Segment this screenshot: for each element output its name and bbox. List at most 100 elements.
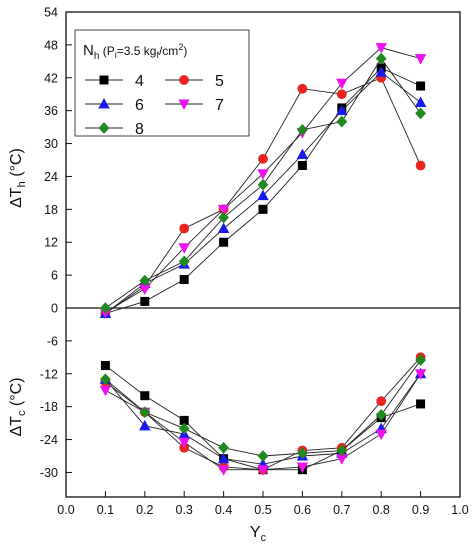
y-tick-label: 30 — [44, 137, 58, 151]
data-point-hot — [336, 104, 348, 116]
x-tick-label: 1.0 — [451, 503, 468, 517]
data-point-hot — [178, 243, 190, 254]
legend-marker — [99, 75, 109, 85]
y-axis-title-bottom: ΔTc (°C) — [8, 377, 28, 436]
data-point-cold — [99, 373, 111, 386]
x-axis-title: Yc — [250, 524, 267, 544]
data-point-hot — [297, 160, 307, 170]
data-point-hot — [257, 178, 269, 191]
legend-title-sub3: f — [156, 50, 159, 60]
data-point-hot — [416, 81, 426, 91]
data-point-hot — [139, 274, 151, 287]
data-point-cold — [257, 450, 269, 462]
legend-label: 6 — [135, 97, 144, 114]
data-point-hot — [178, 255, 190, 268]
data-point-hot — [217, 222, 230, 234]
y-tick-label: -30 — [40, 466, 58, 480]
data-point-cold — [100, 361, 110, 371]
data-point-hot — [375, 52, 387, 65]
legend-item-7: 7 — [165, 97, 224, 114]
y-tick-label: -6 — [47, 334, 58, 348]
x-tick-label: 0.7 — [333, 503, 350, 517]
data-point-cold — [376, 396, 387, 407]
y-tick-label: -12 — [40, 367, 58, 381]
x-tick-label: 0.9 — [412, 503, 429, 517]
data-point-cold — [140, 391, 150, 401]
data-point-hot — [99, 302, 111, 314]
data-point-cold — [178, 437, 190, 449]
y-tick-label: -18 — [40, 400, 58, 414]
x-tick-label: 0.5 — [254, 503, 271, 517]
y-tick-label: 12 — [44, 236, 58, 250]
legend: Nh (Pi=3.5 kgf/cm2) 4 5 6 7 8 — [74, 29, 250, 138]
legend-item-5: 5 — [165, 73, 224, 90]
data-point-hot — [218, 211, 230, 224]
data-point-hot — [414, 54, 427, 65]
data-point-cold — [416, 399, 426, 409]
y-axis-title-top-unit: (°C) — [8, 148, 25, 181]
y-tick-label: 6 — [51, 269, 58, 283]
x-tick-label: 0.2 — [136, 503, 153, 517]
data-point-cold — [139, 406, 151, 418]
series-layer — [99, 43, 427, 476]
data-point-hot — [297, 83, 308, 94]
y-axis-title-bottom-sub: c — [16, 410, 28, 416]
data-point-cold — [257, 465, 269, 476]
y-tick-label: 54 — [44, 6, 58, 20]
legend-title-rest: (P — [99, 44, 114, 58]
data-point-cold — [217, 465, 230, 476]
legend-item-6: 6 — [85, 97, 144, 114]
legend-marker — [98, 122, 110, 134]
legend-item-4: 4 — [85, 73, 144, 90]
legend-marker — [98, 97, 110, 109]
y-tick-label: 48 — [44, 38, 58, 52]
y-axis-title-top: ΔTh (°C) — [8, 148, 28, 208]
data-point-hot — [414, 96, 427, 107]
data-point-cold — [178, 422, 190, 435]
data-point-hot — [296, 148, 309, 160]
y-tick-label: 36 — [44, 104, 58, 118]
y-axis-title-bottom-unit: (°C) — [8, 377, 25, 410]
axis-ticks: 0.0 0.1 0.2 0.3 0.4 0.5 0.6 0.7 0.8 0.9 1.05448423… — [40, 6, 469, 518]
data-point-hot — [179, 223, 190, 234]
legend-title-end: ) — [183, 44, 187, 58]
data-point-hot — [140, 296, 150, 306]
data-point-cold — [336, 444, 348, 457]
data-point-hot — [257, 169, 269, 180]
legend-label: 7 — [215, 97, 224, 114]
legend-title-rest3: /cm — [159, 44, 178, 58]
y-axis-title-top-sub: h — [16, 181, 28, 187]
data-point-hot — [217, 204, 230, 216]
x-axis-title-main: Y — [250, 524, 261, 541]
data-point-cold — [414, 369, 427, 380]
y-tick-label: -24 — [40, 433, 58, 447]
data-point-cold — [415, 354, 427, 366]
data-point-hot — [415, 107, 427, 120]
x-tick-label: 0.1 — [97, 503, 114, 517]
legend-label: 8 — [135, 121, 144, 138]
legend-label: 4 — [135, 73, 144, 90]
data-point-cold — [99, 385, 112, 397]
data-point-cold — [375, 429, 387, 441]
y-axis-title-top-main: ΔT — [8, 187, 25, 208]
x-tick-label: 0.6 — [294, 503, 311, 517]
legend-marker — [178, 99, 190, 111]
data-point-cold — [218, 441, 230, 454]
legend-title-rest2: =3.5 kg — [117, 44, 157, 58]
data-point-cold — [296, 462, 309, 473]
data-point-hot — [219, 237, 229, 247]
data-point-hot — [336, 115, 348, 128]
y-axis-title-bottom-main: ΔT — [8, 416, 25, 437]
legend-title-main: N — [83, 42, 94, 59]
data-point-hot — [258, 204, 268, 214]
data-point-cold — [375, 409, 387, 421]
data-point-hot — [257, 189, 269, 201]
legend-title: Nh (Pi=3.5 kgf/cm2) — [83, 42, 187, 62]
data-point-hot — [415, 160, 426, 171]
x-axis-title-sub: c — [261, 532, 267, 544]
x-tick-label: 0.3 — [176, 503, 193, 517]
legend-marker — [179, 75, 189, 85]
legend-title-sub2: i — [115, 50, 117, 60]
series-line-cold — [105, 359, 421, 457]
data-point-hot — [258, 154, 268, 164]
